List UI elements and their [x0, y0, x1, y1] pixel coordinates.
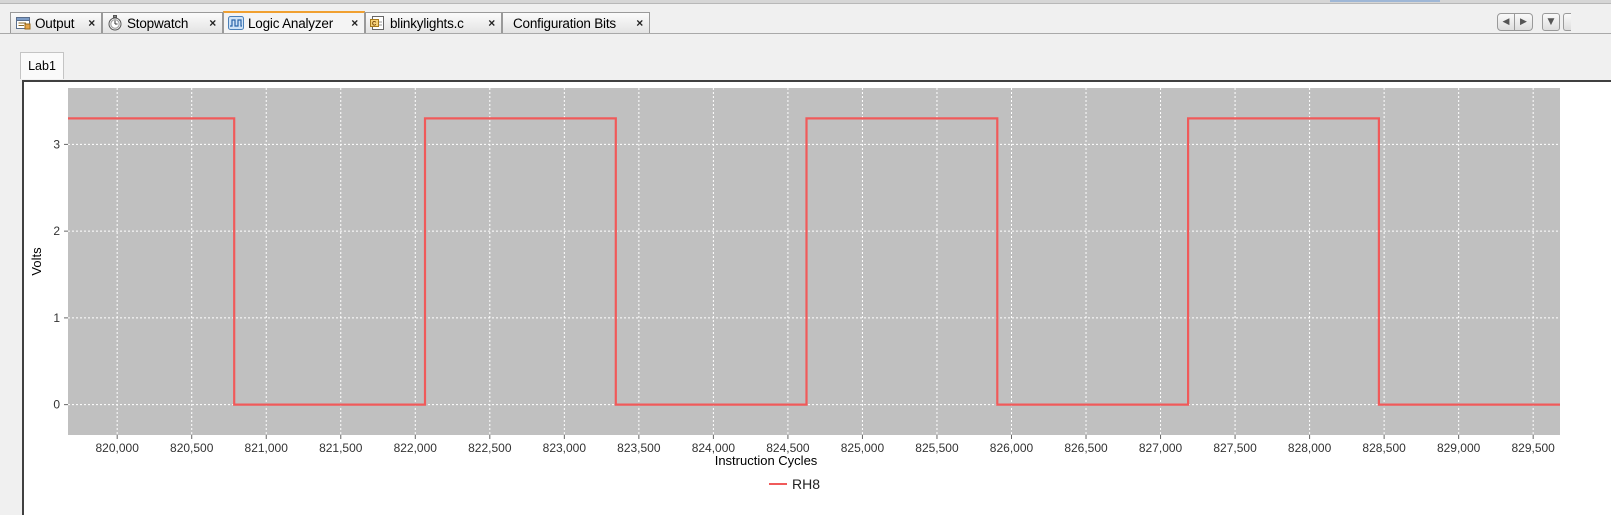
x-tick-label: 828,500 — [1362, 441, 1406, 455]
stopwatch-icon — [107, 15, 123, 31]
x-tick-label: 829,500 — [1511, 441, 1555, 455]
x-tick-label: 829,000 — [1437, 441, 1481, 455]
y-axis: 0 1 2 3 — [53, 137, 68, 412]
logic-analyzer-chart: 820,000 820,500 821,000 821,500 822,000 822,5… — [29, 88, 1560, 492]
tab-label: blinkylights.c — [390, 15, 464, 31]
x-tick-label: 828,000 — [1288, 441, 1332, 455]
close-icon[interactable]: × — [636, 16, 643, 30]
x-tick-label: 824,500 — [766, 441, 810, 455]
subtab-label: Lab1 — [28, 59, 56, 73]
output-window-icon — [15, 15, 31, 31]
tab-lab1[interactable]: Lab1 — [20, 52, 64, 79]
tab-configuration-bits[interactable]: Configuration Bits × — [502, 12, 650, 33]
window-top-border — [0, 0, 1611, 4]
tab-output[interactable]: Output × — [10, 12, 102, 33]
window-maximize-button[interactable] — [1563, 13, 1571, 31]
scroll-tabs-right-button[interactable]: ▶ — [1515, 13, 1533, 31]
x-tick-label: 820,500 — [170, 441, 214, 455]
plot-area — [68, 88, 1560, 435]
tab-stopwatch[interactable]: Stopwatch × — [102, 12, 223, 33]
chevron-right-icon: ▶ — [1520, 17, 1527, 27]
legend-label-rh8: RH8 — [792, 476, 820, 492]
tab-logic-analyzer[interactable]: Logic Analyzer × — [223, 11, 365, 33]
tab-label: Configuration Bits — [513, 15, 616, 31]
close-icon[interactable]: × — [351, 16, 358, 30]
logic-analyzer-chart-panel: 820,000 820,500 821,000 821,500 822,000 822,5… — [22, 80, 1611, 515]
x-tick-label: 822,000 — [394, 441, 438, 455]
y-tick-label: 2 — [53, 224, 60, 238]
x-tick-label: 827,000 — [1139, 441, 1183, 455]
close-icon[interactable]: × — [488, 16, 495, 30]
x-tick-label: 821,500 — [319, 441, 363, 455]
tab-blinkylights-c[interactable]: C blinkylights.c × — [365, 12, 502, 33]
tab-navigation: ◀ ▶ ▼ — [1497, 12, 1571, 32]
x-tick-label: 826,500 — [1064, 441, 1108, 455]
x-tick-label: 823,500 — [617, 441, 661, 455]
close-icon[interactable]: × — [209, 16, 216, 30]
chevron-left-icon: ◀ — [1502, 17, 1510, 27]
close-icon[interactable]: × — [88, 16, 95, 30]
scroll-tabs-left-button[interactable]: ◀ — [1497, 13, 1515, 31]
chart-panel-border — [22, 80, 24, 515]
series-layer — [68, 117, 1560, 406]
series-line-rh8 — [68, 117, 1560, 406]
tab-label: Stopwatch — [127, 15, 189, 31]
logic-analyzer-icon — [228, 15, 244, 31]
x-tick-label: 822,500 — [468, 441, 512, 455]
x-axis-label: Instruction Cycles — [715, 453, 818, 468]
y-tick-label: 0 — [53, 398, 60, 412]
tab-list-menu-button[interactable]: ▼ — [1542, 13, 1560, 31]
y-axis-label: Volts — [29, 247, 44, 276]
legend: RH8 — [769, 476, 820, 492]
x-tick-label: 823,000 — [543, 441, 587, 455]
x-tick-label: 825,500 — [915, 441, 959, 455]
svg-text:C: C — [372, 22, 377, 28]
chevron-down-icon: ▼ — [1547, 17, 1555, 27]
x-axis: 820,000 820,500 821,000 821,500 822,000 822,5… — [95, 435, 1555, 455]
y-tick-label: 3 — [53, 137, 60, 151]
x-tick-label: 826,000 — [990, 441, 1034, 455]
x-tick-label: 820,000 — [95, 441, 139, 455]
c-source-file-icon: C — [370, 15, 386, 31]
tab-label: Logic Analyzer — [248, 15, 334, 31]
x-tick-label: 825,000 — [841, 441, 885, 455]
editor-tab-bar: Output × Stopwatch × Logic Analyzer × — [0, 11, 1611, 34]
y-tick-label: 1 — [53, 311, 60, 325]
x-tick-label: 827,500 — [1213, 441, 1257, 455]
x-tick-label: 821,000 — [245, 441, 289, 455]
tab-label: Output — [35, 15, 75, 31]
x-tick-label: 824,000 — [692, 441, 736, 455]
window-top-accent — [1330, 0, 1440, 2]
tab-bar-divider — [0, 33, 1611, 34]
